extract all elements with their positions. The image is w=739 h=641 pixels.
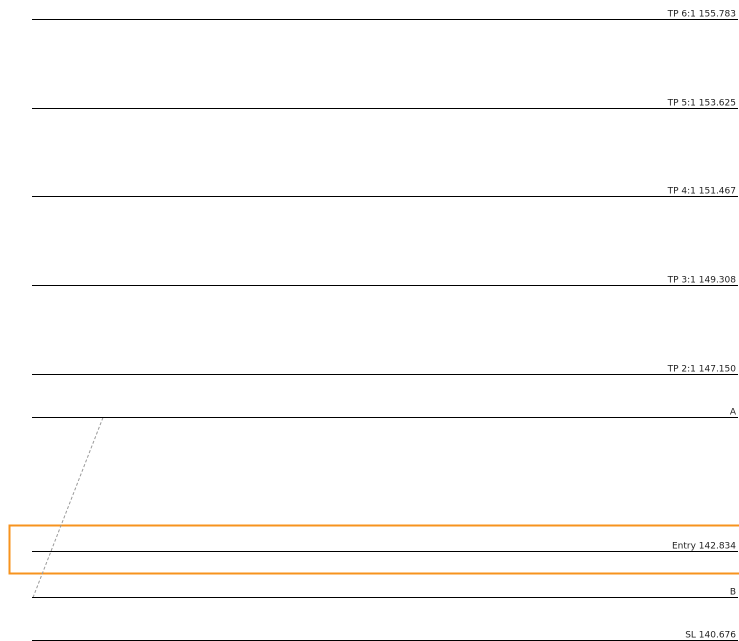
trend-line-b-to-a xyxy=(32,417,104,598)
entry-highlight-box xyxy=(8,524,739,575)
level-label-tp4: TP 4:1 151.467 xyxy=(667,187,736,197)
level-label-tp6: TP 6:1 155.783 xyxy=(667,10,736,20)
level-label-b: B xyxy=(730,588,736,598)
level-label-entry: Entry 142.834 xyxy=(672,542,736,552)
level-label-tp5: TP 5:1 153.625 xyxy=(667,99,736,109)
level-label-tp3: TP 3:1 149.308 xyxy=(667,276,737,286)
level-label-sl: SL 140.676 xyxy=(685,631,736,641)
level-label-a: A xyxy=(730,408,737,418)
level-label-tp2: TP 2:1 147.150 xyxy=(667,365,737,375)
